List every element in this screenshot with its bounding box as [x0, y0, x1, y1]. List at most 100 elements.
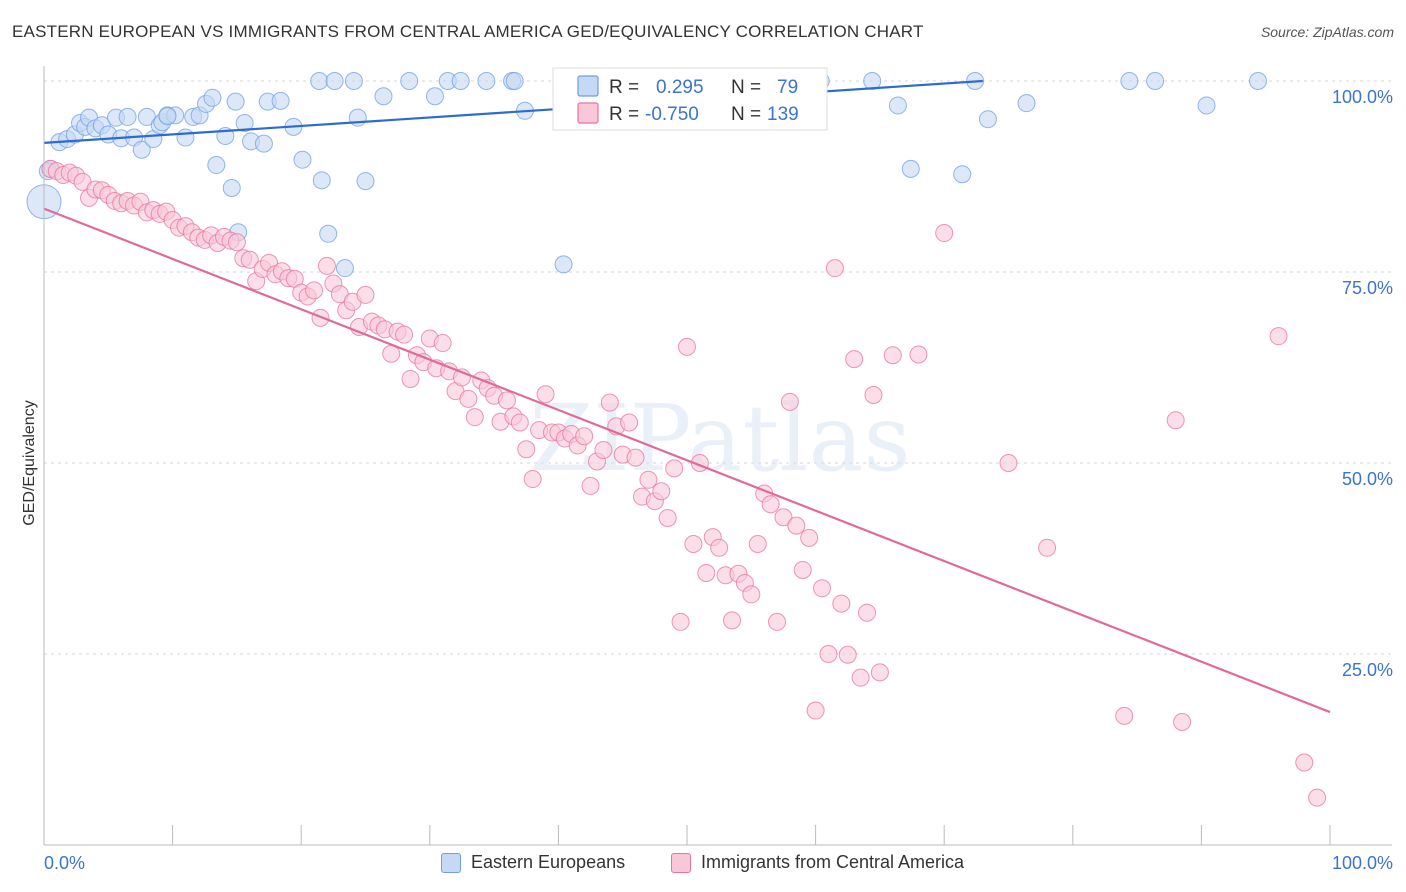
- point-eastern-europeans: [425, 87, 444, 106]
- point-central-america: [832, 594, 851, 613]
- point-eastern-europeans: [1197, 96, 1216, 115]
- point-central-america: [742, 585, 761, 604]
- legend-label-eastern-europeans: Eastern Europeans: [471, 852, 626, 872]
- point-eastern-europeans: [1120, 72, 1139, 90]
- point-central-america: [523, 470, 542, 489]
- point-eastern-europeans: [400, 72, 419, 90]
- legend-item-eastern-europeans[interactable]: Eastern Europeans: [441, 852, 625, 873]
- stats-r-value-2: -0.750: [645, 104, 699, 125]
- point-eastern-europeans: [132, 140, 151, 159]
- series-legend: Eastern Europeans Immigrants from Centra…: [0, 852, 1406, 878]
- stats-swatch-central-america: [577, 102, 599, 124]
- point-eastern-europeans: [978, 110, 997, 129]
- point-eastern-europeans: [207, 156, 226, 175]
- point-eastern-europeans: [863, 72, 882, 90]
- point-eastern-europeans: [310, 72, 329, 90]
- point-central-america: [787, 516, 806, 535]
- point-eastern-europeans: [222, 178, 241, 197]
- x-tick-label: 0.0%: [44, 853, 85, 873]
- point-central-america: [710, 538, 729, 557]
- point-eastern-europeans: [271, 91, 290, 110]
- stats-n-value-1: 79: [777, 77, 798, 98]
- point-central-america: [723, 611, 742, 630]
- point-central-america: [652, 482, 671, 501]
- point-eastern-europeans: [554, 255, 573, 274]
- source-credit: Source: ZipAtlas.com: [1260, 24, 1394, 40]
- y-axis-label: GED/Equivalency: [21, 400, 38, 525]
- point-eastern-europeans: [312, 171, 331, 190]
- point-eastern-europeans: [176, 128, 195, 147]
- stats-legend: R = 0.295 N = 79 R = -0.750 N = 139: [552, 67, 828, 131]
- point-central-america: [671, 612, 690, 631]
- point-central-america: [858, 603, 877, 622]
- point-central-america: [536, 385, 555, 404]
- point-central-america: [1308, 788, 1327, 807]
- x-tick-label: 100.0%: [1332, 853, 1393, 873]
- point-central-america: [639, 470, 658, 489]
- point-central-america: [317, 256, 336, 275]
- point-central-america: [459, 389, 478, 408]
- axis-layer: 100.0% 75.0% 50.0% 25.0% 0.0% 100.0%: [43, 66, 1393, 873]
- point-central-america: [1269, 327, 1288, 346]
- point-eastern-europeans: [1017, 94, 1036, 113]
- point-central-america: [665, 459, 684, 478]
- legend-swatch-central-america: [671, 852, 691, 873]
- trend-line-central-america: [43, 207, 1331, 714]
- point-central-america: [774, 508, 793, 527]
- point-central-america: [870, 663, 889, 682]
- point-central-america: [510, 413, 529, 432]
- grid-layer: [44, 80, 1392, 655]
- stats-legend-box: [552, 67, 828, 131]
- point-central-america: [1166, 411, 1185, 430]
- point-eastern-europeans: [226, 92, 245, 111]
- point-central-america: [768, 612, 787, 631]
- point-eastern-europeans: [235, 114, 254, 133]
- point-eastern-europeans: [293, 150, 312, 169]
- stats-n-label-2: N =: [731, 104, 761, 125]
- y-tick-label: 75.0%: [1342, 278, 1393, 298]
- point-central-america: [1115, 706, 1134, 725]
- point-central-america: [465, 408, 484, 427]
- point-central-america: [1173, 712, 1192, 731]
- point-eastern-europeans: [319, 224, 338, 243]
- legend-label-central-america: Immigrants from Central America: [701, 852, 965, 872]
- point-eastern-europeans: [1146, 72, 1165, 90]
- point-eastern-europeans: [477, 72, 496, 90]
- point-eastern-europeans: [901, 159, 920, 178]
- point-eastern-europeans: [953, 165, 972, 184]
- point-central-america: [401, 369, 420, 388]
- point-central-america: [620, 413, 639, 432]
- legend-swatch-eastern-europeans: [441, 852, 461, 873]
- point-eastern-europeans: [325, 72, 344, 90]
- point-central-america: [864, 386, 883, 405]
- point-central-america: [600, 393, 619, 412]
- point-eastern-europeans: [254, 134, 273, 153]
- point-eastern-europeans: [374, 87, 393, 106]
- y-tick-label: 100.0%: [1332, 87, 1393, 107]
- point-central-america: [813, 579, 832, 598]
- stats-swatch-eastern: [577, 75, 599, 97]
- point-central-america: [684, 534, 703, 553]
- point-central-america: [935, 224, 954, 243]
- point-central-america: [626, 448, 645, 467]
- point-central-america: [517, 440, 536, 459]
- point-eastern-europeans: [356, 172, 375, 191]
- point-central-america: [575, 427, 594, 446]
- point-central-america: [825, 259, 844, 278]
- legend-item-central-america[interactable]: Immigrants from Central America: [671, 852, 964, 873]
- stats-n-label-1: N =: [731, 77, 761, 98]
- point-central-america: [356, 285, 375, 304]
- point-central-america: [678, 337, 696, 356]
- point-central-america: [883, 346, 902, 365]
- chart-title: EASTERN EUROPEAN VS IMMIGRANTS FROM CENT…: [12, 22, 924, 41]
- stats-r-label-1: R =: [609, 77, 639, 98]
- point-central-america: [697, 564, 716, 583]
- point-central-america: [806, 701, 825, 720]
- point-eastern-europeans: [335, 259, 354, 278]
- point-central-america: [395, 325, 414, 344]
- point-central-america: [999, 454, 1018, 472]
- point-eastern-europeans: [118, 107, 137, 126]
- point-central-america: [800, 528, 819, 547]
- point-central-america: [1295, 753, 1314, 772]
- point-eastern-europeans: [505, 72, 524, 90]
